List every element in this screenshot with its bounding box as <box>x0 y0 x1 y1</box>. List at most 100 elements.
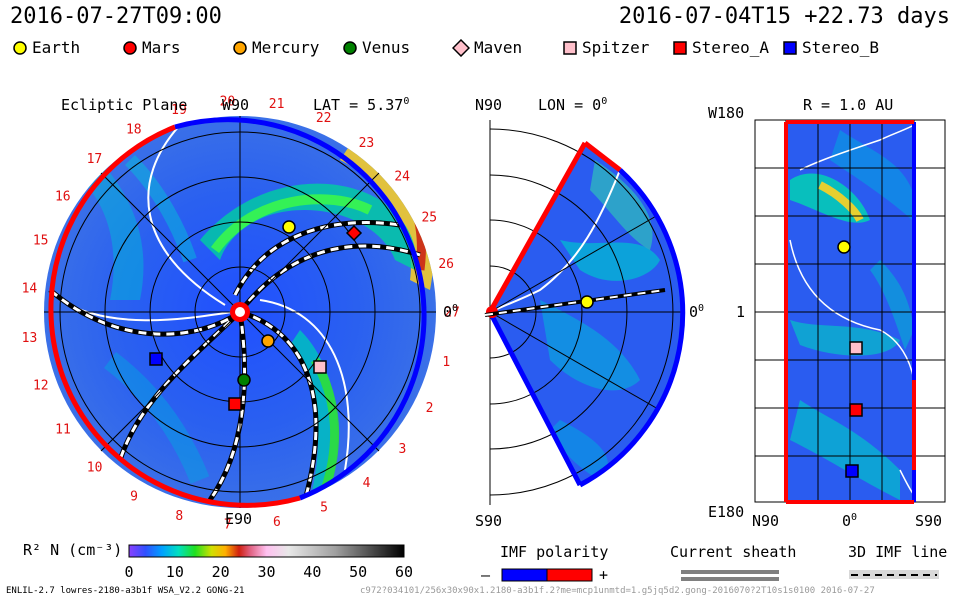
colorbar: 0 10 20 30 40 50 60 <box>124 544 413 581</box>
legend-mercury: Mercury <box>232 38 319 57</box>
earth-marker-icon <box>13 40 27 55</box>
ecliptic-lat-label: LAT = 5.370 <box>313 96 410 114</box>
ecliptic-top-label: W90 <box>222 96 250 114</box>
mercator-r-label: R = 1.0 AU <box>803 96 894 114</box>
meridional-bottom-label: S90 <box>475 512 503 530</box>
ecliptic-right-label: 00 <box>443 303 459 321</box>
legend-earth: Earth <box>12 38 80 57</box>
carrington-label: 8 <box>175 509 183 524</box>
colorbar-tick-label: 20 <box>212 563 230 581</box>
mercury-marker-icon <box>233 40 247 55</box>
stereo-b-marker-icon <box>783 40 797 55</box>
current-sheath-swatch <box>681 570 779 574</box>
meridional-right-label: 00 <box>689 303 705 321</box>
carrington-label: 20 <box>220 94 236 109</box>
carrington-label: 2 <box>426 401 434 416</box>
carrington-label: 27 <box>444 306 460 321</box>
colorbar-label: R² N (cm⁻³) <box>23 541 123 559</box>
colorbar-tick-label: 30 <box>257 563 275 581</box>
mercator-x-left: N90 <box>752 512 780 530</box>
carrington-label: 16 <box>55 190 71 205</box>
carrington-label: 4 <box>363 476 371 491</box>
carrington-label: 17 <box>87 152 103 167</box>
carrington-label: 13 <box>22 331 38 346</box>
carrington-label: 1 <box>442 355 450 370</box>
imf-polarity-title: IMF polarity <box>500 543 609 561</box>
meridional-top-label: N90 <box>475 96 503 114</box>
earth-marker-map <box>837 240 851 254</box>
legend-label: Stereo_B <box>802 38 880 57</box>
colorbar-tick-label: 50 <box>349 563 367 581</box>
meridional-panel <box>484 120 686 505</box>
stereo-a-marker-icon <box>673 40 687 55</box>
stereo-b-marker-map <box>845 464 859 478</box>
earth-marker <box>282 220 296 234</box>
run-info: 2016-07-04T15 +22.73 days <box>618 4 950 29</box>
venus-marker-icon <box>343 40 357 55</box>
carrington-label: 5 <box>320 501 328 516</box>
carrington-label: 9 <box>130 490 138 505</box>
carrington-label: 7 <box>224 518 232 533</box>
ecliptic-bottom-label: E90 <box>225 510 253 528</box>
imf-line-title: 3D IMF line <box>848 543 948 561</box>
legend-label: Mercury <box>252 38 320 57</box>
footer-model-info: ENLIL-2.7 lowres-2180-a3b1f WSA_V2.2 GON… <box>6 586 245 596</box>
footer-run-id: c972?034101/256x30x90x1.2180-a3b1f.2?me=… <box>360 586 875 596</box>
spitzer-marker-map <box>849 341 863 355</box>
carrington-label: 6 <box>273 515 281 530</box>
carrington-label: 3 <box>398 442 406 457</box>
mercator-panel <box>754 119 946 504</box>
legend-spitzer: Spitzer <box>562 38 649 57</box>
maven-marker-icon <box>452 38 470 57</box>
legend-label: Maven <box>474 38 523 57</box>
legend-stereo-b: Stereo_B <box>782 38 879 57</box>
legend-venus: Venus <box>342 38 410 57</box>
carrington-label: 25 <box>421 211 437 226</box>
legend-label: Spitzer <box>582 38 650 57</box>
carrington-label: 24 <box>394 170 410 185</box>
carrington-label: 12 <box>33 379 49 394</box>
mars-marker-icon <box>123 40 137 55</box>
carrington-label: 19 <box>171 103 187 118</box>
legend-mars: Mars <box>122 38 181 57</box>
legend-label: Earth <box>32 38 81 57</box>
mercury-marker <box>261 334 275 348</box>
venus-marker <box>237 373 251 387</box>
legend-label: Mars <box>142 38 181 57</box>
carrington-label: 15 <box>33 234 49 249</box>
carrington-label: 22 <box>316 111 332 126</box>
stereo-a-marker-map <box>849 403 863 417</box>
carrington-label: 23 <box>359 136 375 151</box>
imf-negative-swatch <box>501 568 548 582</box>
mercator-y-top: W180 <box>708 104 745 122</box>
colorbar-tick-label: 40 <box>303 563 321 581</box>
spitzer-marker <box>313 360 327 374</box>
carrington-label: 10 <box>87 460 103 475</box>
legend-stereo-a: Stereo_A <box>672 38 769 57</box>
colorbar-tick-label: 60 <box>395 563 413 581</box>
carrington-label: 21 <box>269 97 285 112</box>
colorbar-tick-label: 10 <box>166 563 184 581</box>
meridional-lon-label: LON = 00 <box>538 96 608 114</box>
legend-label: Stereo_A <box>692 38 770 57</box>
meridional-wedge <box>490 143 684 485</box>
mars-marker <box>345 224 363 242</box>
current-sheath-title: Current sheath <box>670 543 797 561</box>
mercator-x-mid: 00 <box>842 512 858 530</box>
ecliptic-title: Ecliptic Plane <box>61 96 188 114</box>
stereo-b-marker <box>149 352 163 366</box>
spitzer-marker-icon <box>563 40 577 55</box>
carrington-label: 11 <box>55 423 71 438</box>
imf-plus-label: + <box>599 566 609 584</box>
model-time: 2016-07-27T09:00 <box>10 4 222 29</box>
legend-label: Venus <box>362 38 411 57</box>
colorbar-tick-label: 0 <box>124 563 133 581</box>
mercator-y-bottom: E180 <box>708 503 745 521</box>
mercator-x-right: S90 <box>915 512 943 530</box>
imf-positive-swatch <box>546 568 593 582</box>
stereo-a-marker <box>228 397 242 411</box>
carrington-label: 14 <box>22 282 38 297</box>
